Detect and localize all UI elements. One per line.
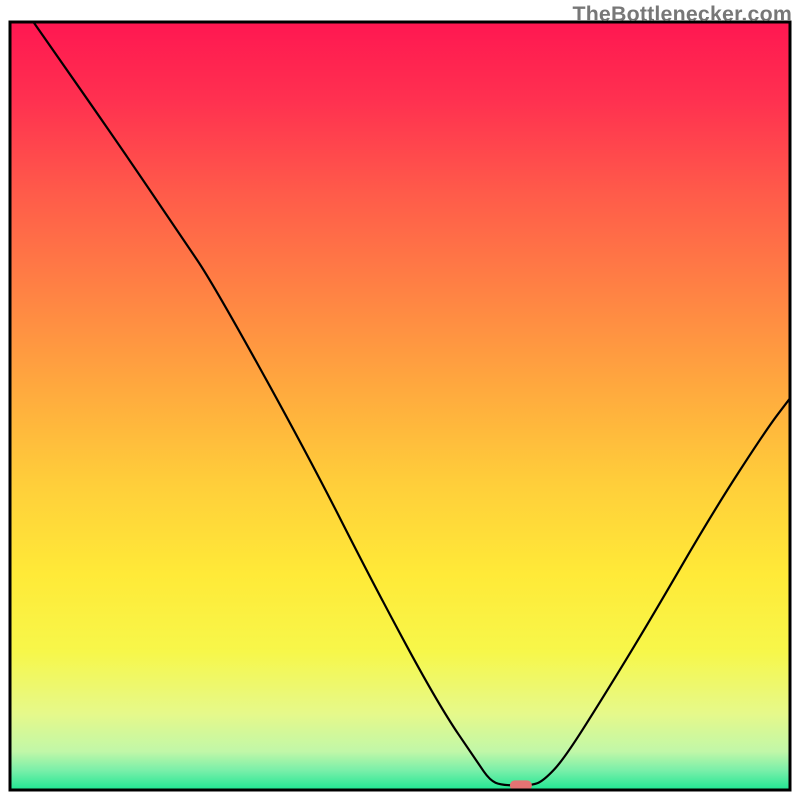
chart-container: TheBottlenecker.com	[0, 0, 800, 800]
bottleneck-chart	[0, 0, 800, 800]
plot-background	[10, 22, 790, 790]
